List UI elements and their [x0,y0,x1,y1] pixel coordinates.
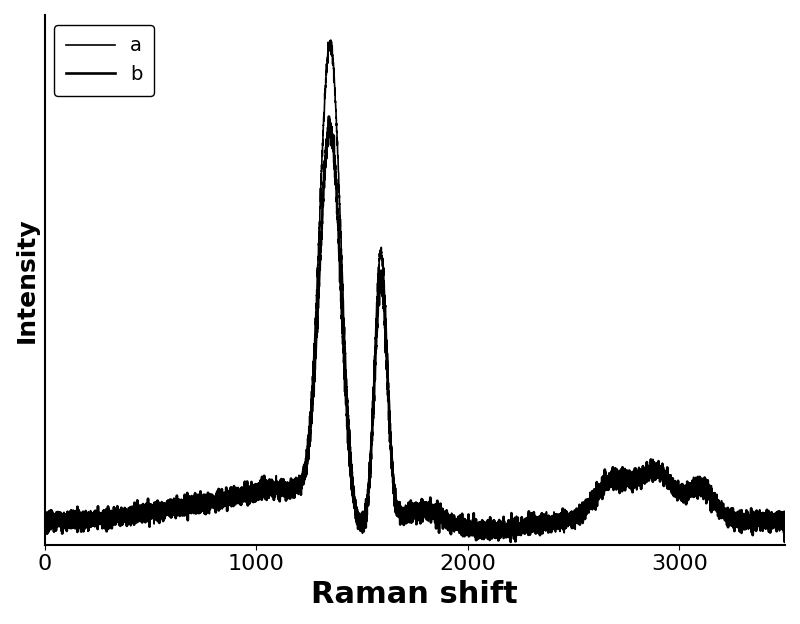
b [780,539,790,546]
a [541,519,550,526]
Legend: a, b: a, b [54,25,154,95]
a [334,182,344,189]
a [78,517,88,525]
a [40,512,50,520]
a [326,36,336,44]
Line: b: b [45,117,785,542]
Line: a: a [45,40,785,540]
a [398,511,408,519]
b [541,514,550,521]
a [319,117,329,125]
X-axis label: Raman shift: Raman shift [311,580,518,609]
b [234,492,243,500]
b [398,514,408,521]
b [324,113,334,120]
a [479,536,489,544]
Y-axis label: Intensity: Intensity [15,217,39,343]
b [334,240,344,248]
b [78,522,88,529]
a [234,491,243,499]
b [40,517,50,525]
a [780,521,790,529]
b [319,178,329,186]
b [780,516,790,524]
